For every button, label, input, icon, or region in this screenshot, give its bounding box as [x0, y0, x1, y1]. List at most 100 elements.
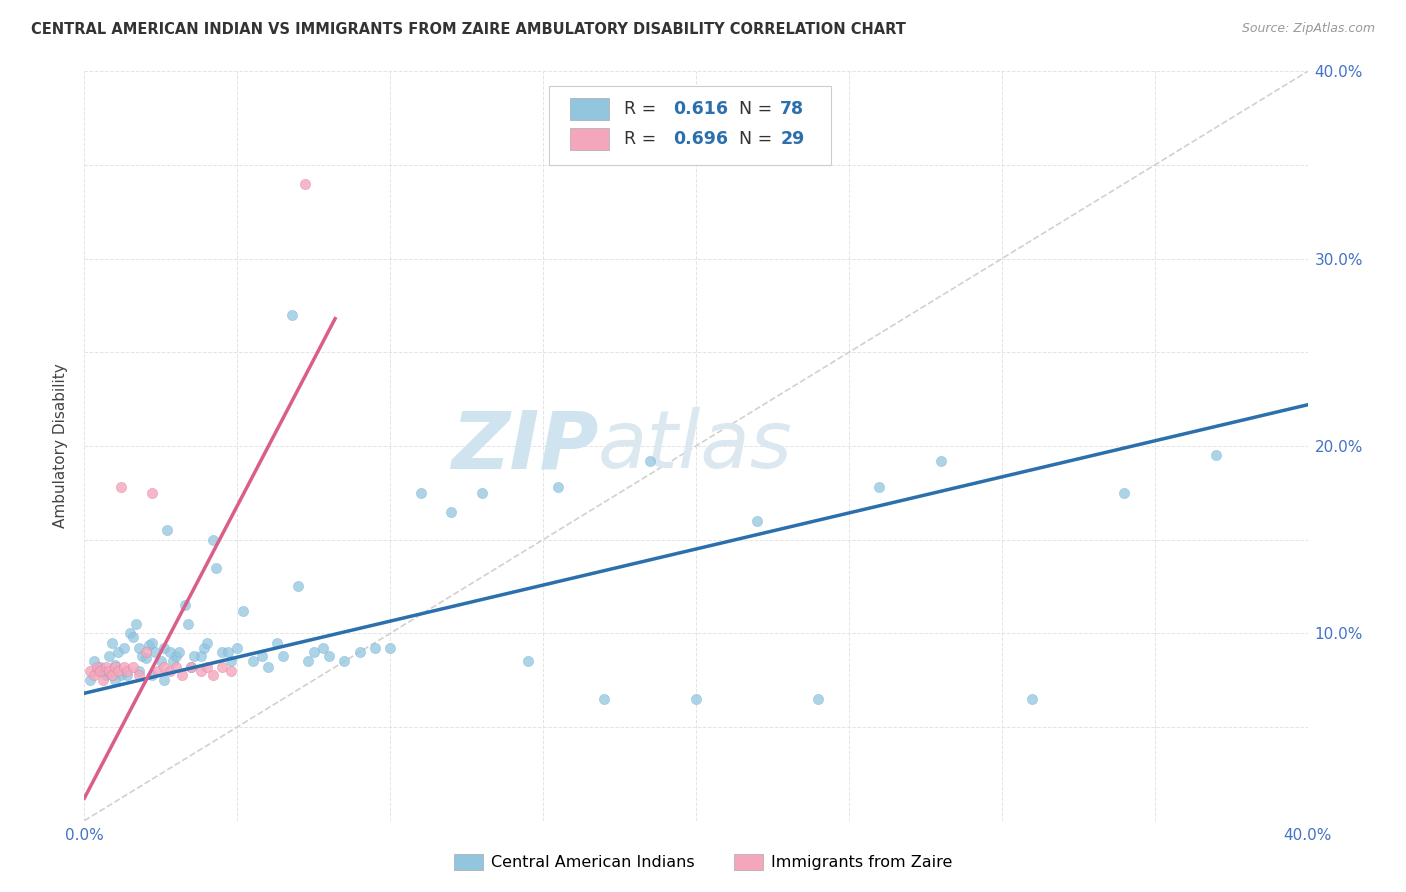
- Point: [593, 692, 616, 706]
- Point: [94, 667, 117, 681]
- Text: 0.616: 0.616: [672, 100, 728, 118]
- Point: [232, 604, 254, 618]
- Point: [349, 645, 371, 659]
- Point: [516, 655, 538, 669]
- Point: [409, 486, 432, 500]
- Text: CENTRAL AMERICAN INDIAN VS IMMIGRANTS FROM ZAIRE AMBULATORY DISABILITY CORRELATI: CENTRAL AMERICAN INDIAN VS IMMIGRANTS FR…: [31, 22, 905, 37]
- Point: [318, 648, 340, 663]
- Point: [122, 660, 145, 674]
- Point: [89, 660, 111, 674]
- Point: [257, 660, 280, 674]
- Point: [153, 641, 176, 656]
- Point: [294, 177, 316, 191]
- Point: [869, 480, 891, 494]
- Point: [128, 667, 150, 681]
- Point: [201, 667, 224, 681]
- Point: [172, 667, 194, 681]
- Text: N =: N =: [728, 100, 778, 118]
- Point: [281, 308, 304, 322]
- Point: [89, 664, 111, 678]
- Point: [91, 673, 114, 688]
- Point: [195, 660, 218, 674]
- Point: [364, 641, 387, 656]
- Text: R =: R =: [624, 100, 662, 118]
- FancyBboxPatch shape: [569, 128, 609, 150]
- Point: [94, 660, 117, 674]
- Point: [112, 641, 135, 656]
- Point: [266, 635, 288, 649]
- Point: [333, 655, 356, 669]
- Point: [177, 617, 200, 632]
- Text: N =: N =: [728, 130, 778, 148]
- Point: [141, 486, 163, 500]
- Point: [1021, 692, 1043, 706]
- Point: [685, 692, 707, 706]
- Point: [110, 480, 132, 494]
- Point: [135, 645, 157, 659]
- Point: [107, 664, 129, 678]
- Point: [747, 514, 769, 528]
- Point: [180, 660, 202, 674]
- Point: [128, 664, 150, 678]
- Point: [807, 692, 830, 706]
- Point: [219, 655, 242, 669]
- Point: [380, 641, 402, 656]
- Text: 78: 78: [780, 100, 804, 118]
- Point: [153, 660, 176, 674]
- Point: [135, 650, 157, 665]
- Point: [83, 667, 105, 681]
- Point: [143, 645, 166, 659]
- Point: [122, 630, 145, 644]
- Point: [86, 664, 108, 678]
- Point: [201, 533, 224, 547]
- Point: [138, 638, 160, 652]
- Point: [190, 664, 212, 678]
- Point: [79, 673, 101, 688]
- Y-axis label: Ambulatory Disability: Ambulatory Disability: [53, 364, 69, 528]
- Point: [440, 505, 463, 519]
- Point: [287, 580, 309, 594]
- Point: [104, 658, 127, 673]
- Legend: Central American Indians, Immigrants from Zaire: Central American Indians, Immigrants fro…: [447, 848, 959, 877]
- Point: [79, 664, 101, 678]
- Text: Source: ZipAtlas.com: Source: ZipAtlas.com: [1241, 22, 1375, 36]
- Point: [112, 660, 135, 674]
- Point: [183, 648, 205, 663]
- Point: [125, 617, 148, 632]
- Text: 0.696: 0.696: [672, 130, 728, 148]
- Point: [302, 645, 325, 659]
- Point: [250, 648, 273, 663]
- Point: [104, 660, 127, 674]
- Point: [115, 667, 138, 681]
- Text: atlas: atlas: [598, 407, 793, 485]
- Point: [165, 648, 187, 663]
- Point: [471, 486, 494, 500]
- Text: R =: R =: [624, 130, 662, 148]
- Point: [165, 660, 187, 674]
- Point: [226, 641, 249, 656]
- Point: [242, 655, 264, 669]
- Point: [91, 664, 114, 678]
- Point: [217, 645, 239, 659]
- Point: [638, 454, 661, 468]
- Point: [297, 655, 319, 669]
- Point: [219, 664, 242, 678]
- Point: [1114, 486, 1136, 500]
- Point: [205, 561, 228, 575]
- Point: [1205, 449, 1227, 463]
- FancyBboxPatch shape: [569, 97, 609, 120]
- Point: [97, 664, 120, 678]
- Point: [271, 648, 294, 663]
- Point: [211, 645, 233, 659]
- Point: [107, 645, 129, 659]
- Point: [162, 655, 184, 669]
- Point: [174, 599, 197, 613]
- Point: [101, 667, 124, 681]
- Point: [312, 641, 335, 656]
- Point: [131, 648, 153, 663]
- Point: [159, 664, 181, 678]
- Point: [547, 480, 569, 494]
- Point: [115, 664, 138, 678]
- Point: [193, 641, 215, 656]
- Point: [167, 645, 190, 659]
